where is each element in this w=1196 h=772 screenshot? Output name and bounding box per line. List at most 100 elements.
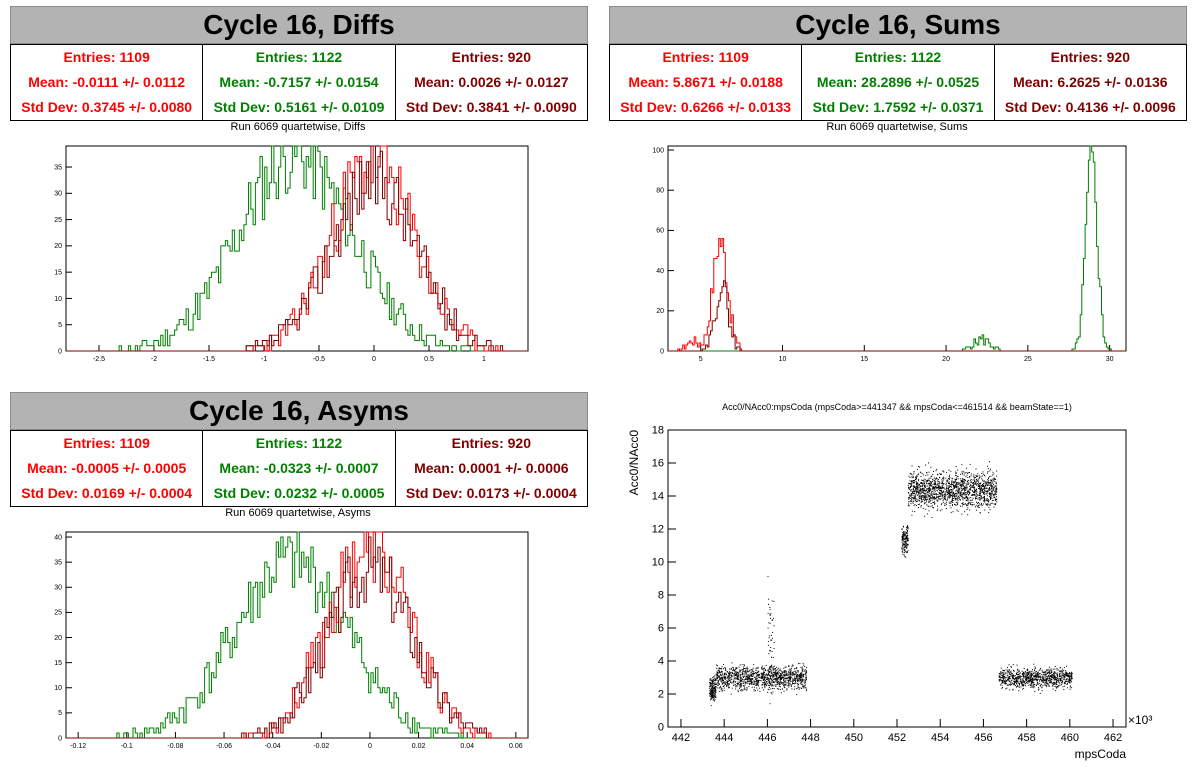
scatter-point: [731, 672, 733, 674]
scatter-point: [732, 673, 733, 674]
scatter-point: [1008, 679, 1010, 680]
scatter-point: [958, 492, 960, 493]
scatter-point: [737, 684, 739, 686]
scatter-point: [940, 488, 942, 490]
scatter-point: [799, 673, 801, 675]
scatter-point: [761, 673, 763, 675]
scatter-point: [942, 494, 944, 496]
scatter-point: [983, 483, 985, 485]
x-tick-label: 0: [372, 356, 376, 363]
scatter-point: [1056, 679, 1058, 681]
scatter-point: [1016, 681, 1018, 683]
scatter-point: [804, 682, 806, 684]
scatter-point: [1027, 671, 1029, 673]
scatter-point: [790, 684, 792, 686]
scatter-point: [1017, 669, 1019, 671]
scatter-point: [1059, 676, 1061, 678]
scatter-point: [752, 674, 754, 675]
scatter-point: [774, 673, 776, 675]
scatter-point: [977, 484, 979, 486]
scatter-point: [1005, 676, 1007, 678]
scatter-point: [918, 498, 920, 500]
scatter-point: [715, 674, 717, 676]
scatter-point: [805, 675, 807, 677]
scatter-point: [992, 491, 993, 493]
scatter-point: [957, 510, 959, 512]
scatter-point: [949, 492, 951, 494]
scatter-point: [710, 691, 712, 693]
scatter-point: [764, 669, 766, 671]
scatter-point: [1049, 678, 1051, 680]
scatter-point: [929, 487, 931, 489]
scatter-point: [927, 488, 929, 490]
scatter-point: [946, 487, 948, 489]
scatter-point: [920, 497, 922, 499]
scatter-point: [790, 685, 792, 687]
scatter-point: [939, 486, 941, 488]
scatter-point: [1030, 679, 1032, 681]
scatter-point: [968, 491, 970, 493]
scatter-point: [927, 505, 929, 507]
scatter-point: [744, 671, 746, 673]
scatter-point: [1048, 673, 1050, 675]
hist-series-2: [668, 280, 1126, 352]
scatter-point: [1069, 672, 1071, 674]
scatter-point: [778, 672, 780, 674]
scatter-point: [923, 481, 925, 483]
scatter-point: [904, 535, 906, 537]
y-tick-label: 15: [54, 660, 62, 667]
scatter-point: [943, 478, 945, 480]
scatter-point: [1064, 683, 1066, 684]
scatter-point: [727, 682, 729, 684]
scatter-point: [1031, 682, 1033, 684]
scatter-point: [756, 675, 758, 677]
scatter-point: [992, 482, 994, 484]
scatter-point: [1062, 670, 1064, 672]
scatter-point: [975, 468, 977, 470]
scatter-point: [1037, 679, 1038, 681]
scatter-point: [1031, 678, 1033, 680]
scatter-point: [771, 671, 773, 673]
scatter-point: [1027, 670, 1029, 671]
scatter-point: [767, 688, 769, 690]
scatter-point: [1054, 666, 1056, 667]
scatter-point: [714, 691, 716, 693]
scatter-point: [798, 684, 799, 686]
scatter-point: [976, 488, 977, 490]
scatter-point: [1064, 679, 1066, 681]
scatter-point: [934, 478, 936, 480]
scatter-point: [1002, 672, 1004, 674]
scatter-point: [780, 681, 782, 683]
scatter-point: [953, 484, 954, 486]
scatter-point: [984, 499, 986, 500]
scatter-point: [748, 684, 750, 685]
scatter-point: [1050, 669, 1052, 671]
scatter-point: [907, 505, 909, 507]
scatter-point: [928, 492, 930, 494]
scatter-point: [987, 472, 988, 474]
scatter-point: [957, 478, 959, 480]
scatter-point: [770, 669, 772, 671]
scatter-point: [710, 692, 712, 694]
scatter-point: [916, 500, 918, 502]
scatter-point: [1035, 670, 1037, 672]
scatter-point: [985, 483, 987, 485]
scatter-point: [1008, 675, 1010, 677]
scatter-point: [928, 494, 930, 496]
scatter-point: [923, 495, 925, 497]
scatter-point: [776, 683, 778, 685]
scatter-point: [981, 490, 983, 491]
scatter-point: [1061, 670, 1063, 672]
scatter-point: [1007, 677, 1009, 679]
scatter-point: [771, 693, 773, 695]
scatter-point: [917, 484, 919, 486]
x-tick-label: -0.12: [70, 743, 86, 750]
scatter-point: [1032, 679, 1034, 681]
scatter-point: [764, 683, 766, 685]
scatter-point: [903, 552, 905, 554]
scatter-point: [1066, 681, 1068, 682]
scatter-point: [978, 492, 980, 494]
scatter-point: [755, 682, 757, 684]
scatter-point: [771, 651, 773, 652]
scatter-point: [783, 677, 785, 679]
